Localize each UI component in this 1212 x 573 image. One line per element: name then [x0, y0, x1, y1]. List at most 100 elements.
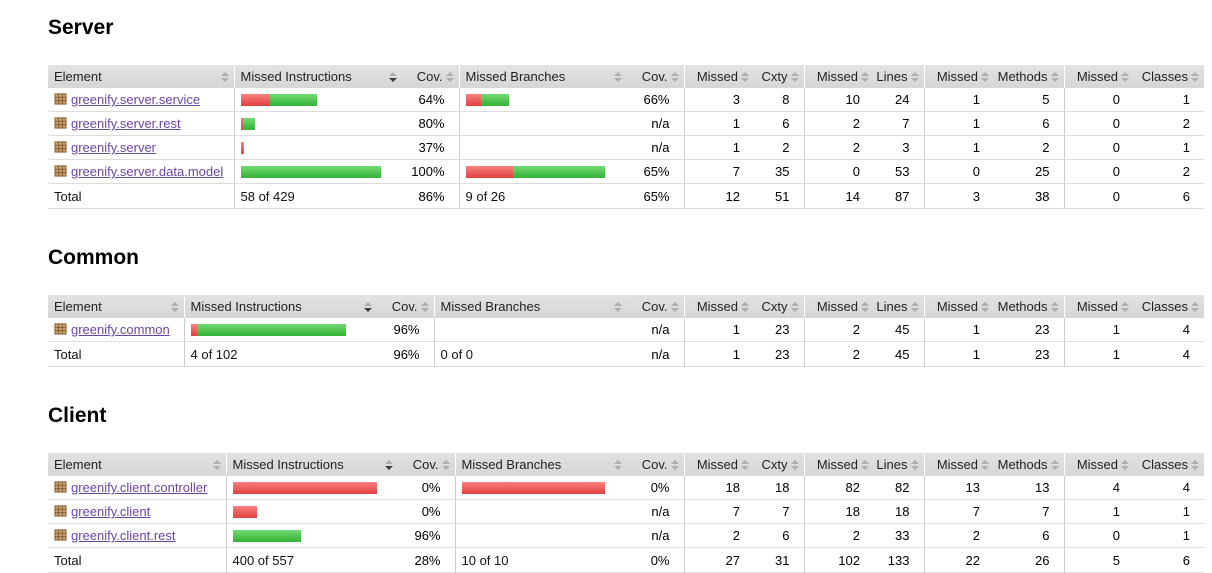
column-header-missed-classes[interactable]: Missed — [1063, 295, 1134, 318]
counter-value: 1 — [1134, 523, 1204, 548]
branch-coverage-value: 0% — [627, 476, 684, 500]
package-link[interactable]: greenify.server.rest — [71, 116, 181, 131]
section-title: Server — [48, 16, 114, 39]
sort-desc-icon — [389, 71, 397, 82]
report-section: Server Element Missed Instructions Cov. Miss… — [48, 16, 1204, 209]
column-header-methods[interactable]: Methods — [994, 453, 1064, 476]
package-icon — [54, 322, 67, 338]
column-header-cxty[interactable]: Cxty — [754, 295, 804, 318]
column-header-instruction-coverage[interactable]: Cov. — [377, 295, 434, 318]
column-header-missed-lines[interactable]: Missed — [803, 295, 874, 318]
sort-icon — [790, 459, 799, 470]
column-header-element[interactable]: Element — [48, 295, 184, 318]
counter-value: 0 — [1063, 111, 1134, 136]
column-header-label: Missed Branches — [440, 299, 541, 314]
branch-coverage-value: 66% — [627, 88, 684, 112]
column-header-missed-instructions[interactable]: Missed Instructions — [233, 65, 402, 88]
column-header-missed-lines[interactable]: Missed — [803, 453, 874, 476]
sort-icon — [981, 301, 989, 312]
column-header-missed-classes[interactable]: Missed — [1063, 453, 1134, 476]
column-header-missed-branches[interactable]: Missed Branches — [458, 65, 627, 88]
column-header-label: Missed Branches — [465, 69, 566, 84]
column-header-label: Cov. — [641, 299, 668, 314]
counter-value: 7 — [754, 499, 804, 524]
column-header-branch-coverage[interactable]: Cov. — [627, 453, 684, 476]
column-header-classes[interactable]: Classes — [1134, 295, 1204, 318]
total-counter-value: 12 — [683, 183, 754, 209]
table-row: greenify.server 37% n/a 1 2 2 3 1 2 0 1 — [48, 135, 1204, 160]
column-header-classes[interactable]: Classes — [1134, 453, 1204, 476]
branch-coverage-value: n/a — [627, 523, 684, 548]
total-counter-value: 45 — [874, 341, 924, 367]
column-header-missed-instructions[interactable]: Missed Instructions — [183, 295, 377, 318]
column-header-missed-instructions[interactable]: Missed Instructions — [225, 453, 398, 476]
package-link[interactable]: greenify.server.data.model — [71, 164, 224, 179]
column-header-missed-methods[interactable]: Missed — [923, 295, 994, 318]
column-header-missed-methods[interactable]: Missed — [923, 453, 994, 476]
sort-icon — [981, 459, 989, 470]
counter-value: 2 — [994, 135, 1064, 160]
total-branch-coverage: n/a — [627, 341, 684, 367]
branch-coverage-value: n/a — [627, 499, 684, 524]
column-header-label: Missed — [1076, 299, 1118, 314]
instructions-coverage-bar — [232, 529, 399, 542]
counter-value: 13 — [994, 476, 1064, 500]
column-header-missed-classes[interactable]: Missed — [1063, 65, 1134, 88]
missed-bar-segment — [240, 117, 243, 130]
counter-value: 0 — [803, 159, 874, 184]
counter-value: 2 — [1134, 159, 1204, 184]
column-header-lines[interactable]: Lines — [874, 295, 924, 318]
column-header-label: Lines — [876, 299, 908, 314]
column-header-element[interactable]: Element — [48, 65, 234, 88]
section-title: Common — [48, 246, 139, 269]
covered-bar-segment — [240, 165, 381, 178]
column-header-missed-branches[interactable]: Missed Branches — [454, 453, 627, 476]
column-header-instruction-coverage[interactable]: Cov. — [402, 65, 459, 88]
sort-icon — [790, 71, 799, 82]
sort-icon — [741, 71, 749, 82]
column-header-methods[interactable]: Methods — [994, 295, 1064, 318]
total-branch-coverage: 65% — [627, 183, 684, 209]
column-header-lines[interactable]: Lines — [874, 65, 924, 88]
column-header-instruction-coverage[interactable]: Cov. — [398, 453, 455, 476]
column-header-missed-cxty[interactable]: Missed — [683, 65, 754, 88]
counter-value: 1 — [923, 135, 994, 160]
package-link[interactable]: greenify.server — [71, 140, 157, 155]
column-header-label: Missed — [1076, 457, 1118, 472]
column-header-cxty[interactable]: Cxty — [754, 453, 804, 476]
column-header-methods[interactable]: Methods — [994, 65, 1064, 88]
counter-value: 2 — [683, 523, 754, 548]
column-header-missed-branches[interactable]: Missed Branches — [433, 295, 627, 318]
column-header-branch-coverage[interactable]: Cov. — [627, 65, 684, 88]
column-header-label: Classes — [1141, 457, 1188, 472]
package-link[interactable]: greenify.common — [71, 322, 170, 337]
column-header-missed-cxty[interactable]: Missed — [683, 453, 754, 476]
package-link[interactable]: greenify.client.rest — [71, 528, 176, 543]
column-header-missed-lines[interactable]: Missed — [803, 65, 874, 88]
sort-icon — [861, 71, 869, 82]
column-header-missed-cxty[interactable]: Missed — [683, 295, 754, 318]
table-row: greenify.server.rest 80% n/a 1 6 2 7 1 6 0 2 — [48, 111, 1204, 136]
counter-value: 1 — [1134, 88, 1204, 112]
branches-coverage-bar — [466, 142, 628, 154]
column-header-element[interactable]: Element — [48, 453, 226, 476]
column-header-missed-methods[interactable]: Missed — [923, 65, 994, 88]
counter-value: 13 — [923, 476, 994, 500]
column-header-lines[interactable]: Lines — [874, 453, 924, 476]
column-header-label: Cov. — [641, 457, 668, 472]
column-header-label: Missed Instructions — [232, 457, 344, 472]
covered-bar-segment — [269, 93, 317, 106]
column-header-cxty[interactable]: Cxty — [754, 65, 804, 88]
table-row: greenify.client 0% n/a 7 7 18 18 7 7 1 1 — [48, 499, 1204, 524]
total-counter-value: 23 — [754, 341, 804, 367]
counter-value: 0 — [1063, 159, 1134, 184]
column-header-classes[interactable]: Classes — [1134, 65, 1204, 88]
package-link[interactable]: greenify.client.controller — [71, 480, 208, 495]
column-header-branch-coverage[interactable]: Cov. — [627, 295, 684, 318]
package-link[interactable]: greenify.server.service — [71, 92, 201, 107]
sort-icon — [220, 71, 229, 82]
sort-icon — [1050, 459, 1059, 470]
package-link[interactable]: greenify.client — [71, 504, 151, 519]
counter-value: 6 — [994, 111, 1064, 136]
sort-icon — [441, 459, 450, 470]
